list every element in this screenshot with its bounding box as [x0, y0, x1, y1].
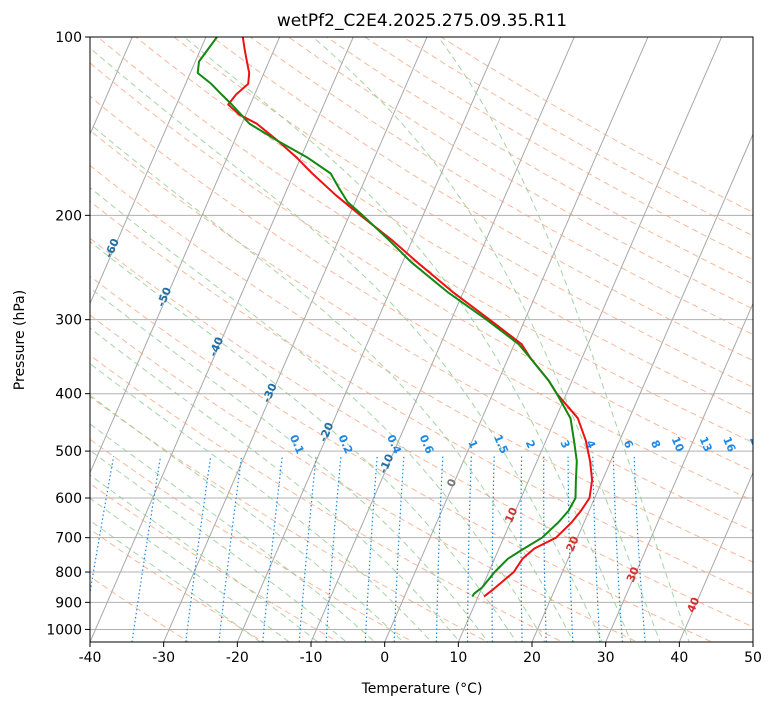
- mixing-ratio-label: 13: [697, 435, 715, 454]
- dry-adiabat-line: [90, 396, 489, 642]
- dry-adiabat-line: [90, 438, 414, 642]
- mixing-ratio-line: [325, 456, 342, 642]
- y-tick-label: 100: [55, 30, 82, 46]
- dry-adiabat-line: [90, 200, 753, 595]
- mixing-ratio-line: [185, 456, 212, 642]
- moist-adiabat-line: [437, 37, 690, 642]
- moist-adiabat-line: [90, 327, 461, 642]
- x-tick-label: -20: [226, 650, 249, 666]
- y-tick-label: 800: [55, 565, 82, 581]
- isotherm-label: 40: [684, 595, 702, 615]
- mixing-ratio-line: [466, 456, 472, 642]
- dry-adiabat-line: [90, 354, 564, 642]
- isotherm-label: 30: [624, 565, 642, 585]
- isotherm-label: 10: [502, 505, 520, 525]
- dry-adiabat-line: [173, 37, 753, 388]
- isotherm-line: [605, 302, 753, 642]
- mixing-ratio-line: [612, 456, 624, 642]
- chart-title: wetPf2_C2E4.2025.275.09.35.R11: [277, 11, 567, 31]
- isotherm-label: 20: [564, 534, 582, 554]
- x-tick-label: 30: [597, 650, 615, 666]
- y-tick-label: 900: [55, 595, 82, 611]
- mixing-ratio-line: [543, 456, 547, 642]
- x-tick-label: 40: [670, 650, 688, 666]
- isotherm-line: [90, 37, 281, 474]
- mixing-ratio-line: [131, 456, 162, 642]
- isotherm-line: [457, 37, 723, 642]
- moist-adiabat-line: [90, 287, 489, 642]
- dewpoint-profile-line: [196, 37, 578, 598]
- x-tick-label: -10: [300, 650, 323, 666]
- plot-frame: [89, 36, 754, 643]
- mixing-ratio-label: 10: [669, 435, 687, 455]
- mixing-ratio-label: 20: [747, 435, 765, 455]
- moist-adiabat-line: [90, 362, 433, 642]
- mixing-ratio-line: [298, 456, 317, 642]
- temperature-profile-line: [227, 37, 594, 598]
- isotherm-line: [678, 471, 753, 642]
- moist-adiabat-line: [90, 123, 575, 642]
- isotherm-line: [531, 132, 753, 642]
- moist-adiabat-line: [90, 47, 603, 642]
- isotherm-line: [163, 37, 428, 642]
- mixing-ratio-label: 16: [720, 435, 738, 455]
- isotherm-line: [384, 37, 649, 642]
- mixing-ratio-line: [567, 456, 574, 642]
- dry-adiabat-line: [249, 37, 753, 336]
- mixing-ratio-line: [364, 456, 378, 642]
- dry-adiabat-line: [90, 95, 753, 502]
- x-tick-label: -30: [152, 650, 175, 666]
- x-tick-label: -40: [79, 650, 102, 666]
- dry-adiabat-line: [90, 575, 190, 642]
- mixing-ratio-line: [435, 456, 444, 642]
- mixing-ratio-line: [633, 456, 646, 642]
- x-tick-label: 0: [380, 650, 389, 666]
- moist-adiabat-line: [312, 37, 661, 642]
- x-axis-label: Temperature (°C): [361, 681, 483, 697]
- dry-adiabat-line: [90, 528, 265, 642]
- mixing-ratio-line: [520, 456, 523, 642]
- y-tick-label: 500: [55, 444, 82, 460]
- y-tick-label: 700: [55, 531, 82, 547]
- dry-adiabat-line: [90, 237, 753, 628]
- dry-adiabat-line: [90, 275, 713, 642]
- mixing-ratio-line: [592, 456, 601, 642]
- x-tick-label: 50: [744, 650, 762, 666]
- y-tick-label: 400: [55, 387, 82, 403]
- y-tick-label: 300: [55, 313, 82, 329]
- x-tick-label: 20: [523, 650, 541, 666]
- isotherm-line: [90, 37, 354, 642]
- y-tick-label: 200: [55, 208, 82, 224]
- moist-adiabat-line: [90, 497, 290, 642]
- moist-adiabat-line: [90, 394, 404, 642]
- mixing-ratio-line: [262, 456, 283, 642]
- mixing-ratio-line: [218, 456, 243, 642]
- moist-adiabat-line: [90, 240, 518, 642]
- moist-adiabat-line: [90, 423, 376, 642]
- dry-adiabat-line: [325, 37, 753, 285]
- y-axis-label: Pressure (hPa): [12, 290, 28, 390]
- moist-adiabat-line: [183, 37, 632, 642]
- dry-adiabat-line: [90, 129, 753, 532]
- moist-adiabat-line: [90, 519, 262, 642]
- x-tick-label: 10: [449, 650, 467, 666]
- isotherm-line: [90, 37, 207, 305]
- isotherm-line: [310, 37, 575, 642]
- y-tick-label: 600: [55, 491, 82, 507]
- y-tick-label: 1000: [46, 622, 82, 638]
- moist-adiabat-line: [90, 474, 319, 642]
- mixing-ratio-line: [393, 456, 405, 642]
- mixing-ratio-line: [90, 456, 115, 597]
